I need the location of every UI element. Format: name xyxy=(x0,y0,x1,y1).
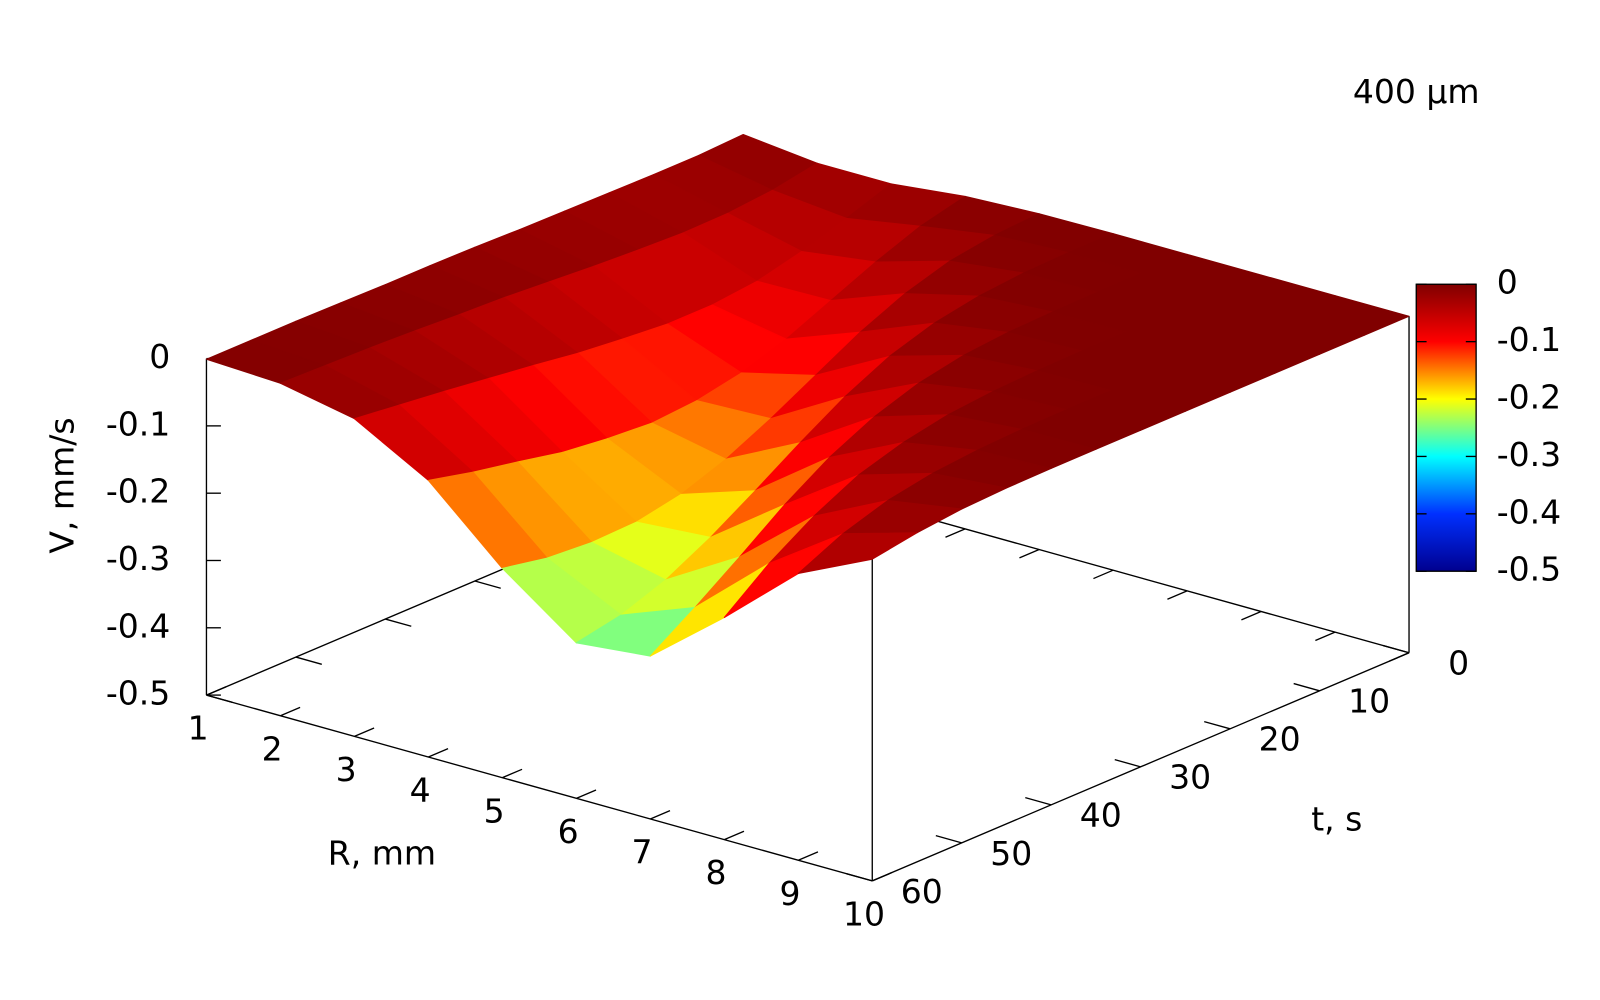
z-tick-label: 0 xyxy=(149,337,170,376)
x-tick xyxy=(1167,590,1188,600)
x-tick xyxy=(1315,631,1336,642)
y-tick xyxy=(1114,758,1141,768)
z-tick-label: -0.3 xyxy=(106,539,170,578)
floor-edge xyxy=(206,694,873,882)
y-tick xyxy=(295,656,322,665)
x-tick xyxy=(502,768,523,779)
y-tick-label: 10 xyxy=(1348,682,1390,721)
x-tick xyxy=(1019,548,1040,559)
y-tick-label: 30 xyxy=(1169,758,1211,797)
x-tick xyxy=(945,528,966,538)
colorbar-tick-label: -0.4 xyxy=(1497,492,1561,531)
y-tick-label: 20 xyxy=(1259,720,1301,759)
z-tick-label: -0.1 xyxy=(106,404,170,443)
y-tick-label: 0 xyxy=(1448,644,1469,683)
x-tick-label: 10 xyxy=(843,894,885,933)
x-tick xyxy=(1389,652,1410,662)
y-tick xyxy=(206,694,233,703)
y-axis-label: t, s xyxy=(1311,800,1362,839)
x-tick xyxy=(871,871,893,882)
x-tick-label: 2 xyxy=(262,729,283,768)
y-tick-label: 60 xyxy=(901,872,943,911)
y-tick-label: 50 xyxy=(990,834,1032,873)
y-tick xyxy=(935,835,962,844)
y-tick xyxy=(1204,720,1231,730)
x-tick xyxy=(798,851,819,861)
y-tick xyxy=(1025,796,1052,806)
x-tick-label: 9 xyxy=(780,874,801,913)
x-tick xyxy=(650,809,671,820)
x-tick xyxy=(354,727,375,738)
y-tick xyxy=(846,873,873,882)
x-axis-label: R, mm xyxy=(328,834,436,873)
colorbar-tick-label: -0.3 xyxy=(1497,435,1561,474)
y-tick-label: 40 xyxy=(1080,796,1122,835)
z-tick-label: -0.4 xyxy=(106,606,170,645)
z-tick-label: -0.2 xyxy=(106,472,170,511)
x-tick xyxy=(1093,569,1114,580)
colorbar-tick-label: -0.5 xyxy=(1497,550,1561,589)
x-tick-label: 4 xyxy=(410,771,431,810)
y-tick xyxy=(474,580,501,589)
x-tick xyxy=(280,706,301,717)
colorbar-tick-label: 0 xyxy=(1497,263,1518,302)
chart-title: 400 µm xyxy=(1353,72,1480,111)
z-tick-label: -0.5 xyxy=(106,674,170,713)
z-axis-label: V, mm/s xyxy=(43,417,82,553)
colorbar-tick-label: -0.1 xyxy=(1497,320,1561,359)
colorbar xyxy=(1415,283,1477,572)
x-tick-label: 3 xyxy=(336,750,357,789)
x-tick-label: 7 xyxy=(632,833,653,872)
x-tick-label: 1 xyxy=(188,709,209,748)
x-tick-label: 5 xyxy=(484,791,505,830)
x-tick xyxy=(724,830,745,841)
x-tick xyxy=(206,686,227,696)
colorbar-tick-label: -0.2 xyxy=(1497,378,1561,417)
x-tick-label: 8 xyxy=(706,853,727,892)
x-tick-label: 6 xyxy=(558,812,579,851)
x-tick xyxy=(1241,610,1262,621)
y-tick xyxy=(1293,682,1320,692)
x-tick xyxy=(576,789,597,799)
y-tick xyxy=(1382,644,1410,654)
surface-cell xyxy=(797,532,918,575)
y-tick xyxy=(385,618,412,627)
x-tick xyxy=(428,748,449,758)
